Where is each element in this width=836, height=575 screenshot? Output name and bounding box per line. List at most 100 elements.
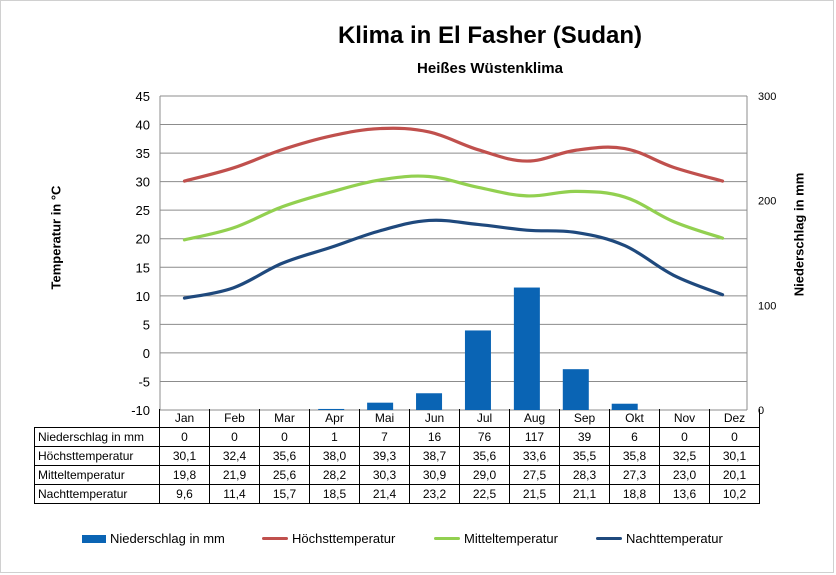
legend-swatch (82, 534, 106, 543)
x-tick-label: Dez (709, 409, 760, 428)
data-label: 6 (609, 427, 660, 447)
data-label: 76 (459, 427, 510, 447)
data-label: 21,1 (559, 484, 610, 504)
data-label: 35,6 (259, 446, 310, 466)
data-label: 10,2 (709, 484, 760, 504)
legend-label: Höchsttemperatur (292, 531, 396, 546)
y-tick-label-left: -5 (138, 374, 150, 389)
x-tick-label: Feb (209, 409, 260, 428)
data-label: 32,4 (209, 446, 260, 466)
table-row: Mitteltemperatur 19,8 21,9 25,6 28,2 30,3 30,9… (34, 465, 760, 485)
legend-item: Höchsttemperatur (262, 531, 395, 546)
data-label: 27,5 (509, 465, 560, 485)
table-corner (34, 409, 160, 428)
data-label: 1 (309, 427, 360, 447)
night-temp-line (182, 218, 725, 300)
y-tick-label-right: 200 (758, 196, 776, 208)
data-label: 35,8 (609, 446, 660, 466)
x-tick-label: Okt (609, 409, 660, 428)
legend-swatch (434, 537, 460, 540)
data-label: 22,5 (459, 484, 510, 504)
x-tick-label: Sep (559, 409, 610, 428)
data-label: 39 (559, 427, 610, 447)
data-label: 0 (209, 427, 260, 447)
y-tick-label-right: 0 (758, 405, 764, 417)
chart-title: Klima in El Fasher (Sudan) (337, 22, 643, 49)
data-label: 19,8 (159, 465, 210, 485)
x-tick-label: Aug (509, 409, 560, 428)
table-row-label: Höchsttemperatur (34, 446, 160, 466)
precip-bar (611, 403, 638, 410)
data-label: 21,5 (509, 484, 560, 504)
data-label: 21,9 (209, 465, 260, 485)
data-label: 30,3 (359, 465, 410, 485)
data-label: 23,2 (409, 484, 460, 504)
x-tick-label: Jan (159, 409, 210, 428)
max-temp-line (182, 126, 725, 183)
data-label: 27,3 (609, 465, 660, 485)
legend-item: Mitteltemperatur (434, 531, 558, 546)
data-label: 30,1 (159, 446, 210, 466)
x-tick-label: Mai (359, 409, 410, 428)
data-label: 23,0 (659, 465, 710, 485)
data-label: 32,5 (659, 446, 710, 466)
y-tick-label-right: 100 (758, 300, 776, 312)
data-label: 28,3 (559, 465, 610, 485)
y-tick-label-left: 45 (136, 89, 150, 104)
y-tick-label-left: 10 (136, 289, 150, 304)
data-label: 117 (509, 427, 560, 447)
data-label: 13,6 (659, 484, 710, 504)
data-label: 16 (409, 427, 460, 447)
y-tick-label-left: 40 (136, 118, 150, 133)
data-label: 30,1 (709, 446, 760, 466)
x-tick-label: Mar (259, 409, 310, 428)
y-tick-label-left: 20 (136, 232, 150, 247)
data-table: Jan Feb Mar Apr Mai Jun Jul Aug Sep Okt Nov Dez Nied… (34, 409, 760, 504)
data-label: 25,6 (259, 465, 310, 485)
y-tick-label-left: 5 (143, 317, 150, 332)
data-label: 9,6 (159, 484, 210, 504)
legend-label: Nachttemperatur (626, 531, 723, 546)
x-tick-label: Apr (309, 409, 360, 428)
legend-label: Niederschlag in mm (110, 531, 225, 546)
table-row-label: Mitteltemperatur (34, 465, 160, 485)
data-label: 0 (259, 427, 310, 447)
data-label: 39,3 (359, 446, 410, 466)
data-label: 38,0 (309, 446, 360, 466)
y-tick-label-left: 0 (143, 346, 150, 361)
y-tick-label-left: 30 (136, 175, 150, 190)
table-row: Nachttemperatur 9,6 11,4 15,7 18,5 21,4 23,2 22… (34, 484, 760, 504)
precip-bar (416, 393, 443, 410)
data-label: 11,4 (209, 484, 260, 504)
data-label: 29,0 (459, 465, 510, 485)
table-row-label: Niederschlag in mm (34, 427, 160, 447)
y-tick-label-left: 35 (136, 146, 150, 161)
table-row-label: Nachttemperatur (34, 484, 160, 504)
data-label: 20,1 (709, 465, 760, 485)
y-tick-label-left: 25 (136, 203, 150, 218)
data-label: 28,2 (309, 465, 360, 485)
data-label: 30,9 (409, 465, 460, 485)
table-row: Höchsttemperatur 30,1 32,4 35,6 38,0 39,3 38,7… (34, 446, 760, 466)
data-label: 38,7 (409, 446, 460, 466)
data-label: 0 (659, 427, 710, 447)
y-tick-label-left: 15 (136, 260, 150, 275)
mean-temp-line (182, 174, 725, 242)
precip-bar (513, 287, 540, 410)
legend-swatch (262, 537, 288, 540)
data-label: 15,7 (259, 484, 310, 504)
y-tick-label-right: 300 (758, 91, 776, 103)
data-label: 21,4 (359, 484, 410, 504)
x-tick-label: Nov (659, 409, 710, 428)
legend-swatch (596, 537, 622, 540)
data-label: 35,5 (559, 446, 610, 466)
chart-subtitle: Heißes Wüstenklima (417, 60, 563, 77)
data-label: 18,5 (309, 484, 360, 504)
legend-item: Nachttemperatur (596, 531, 723, 546)
precip-bar (562, 369, 589, 410)
data-label: 18,8 (609, 484, 660, 504)
precip-bar (367, 402, 394, 410)
x-tick-label: Jul (459, 409, 510, 428)
